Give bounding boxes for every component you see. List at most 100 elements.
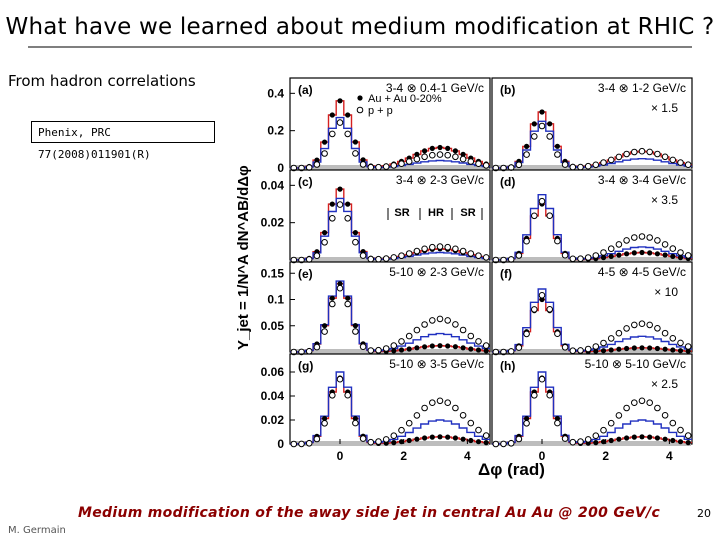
- pp-point: [382, 163, 390, 170]
- pp-point: [344, 300, 351, 308]
- auau-point: [547, 121, 553, 127]
- auau-point: [670, 437, 676, 444]
- pp-point: [569, 255, 577, 263]
- panel-label: 5-10 ⊗ 5-10 GeV/c: [585, 357, 686, 371]
- pp-point: [631, 234, 638, 241]
- auau-point: [337, 186, 343, 192]
- panel-b: (b) 3-4 ⊗ 1-2 GeV/c × 1.5: [491, 77, 693, 172]
- auau-point: [352, 230, 358, 236]
- pp-point: [321, 328, 328, 335]
- pp-point: [467, 158, 475, 165]
- auau-point: [468, 437, 474, 444]
- pp-point: [561, 251, 569, 259]
- pp-point: [615, 412, 623, 419]
- pp-point: [615, 329, 623, 337]
- pp-point: [313, 435, 321, 443]
- pp-point: [390, 162, 398, 169]
- panel-id: (g): [298, 359, 313, 373]
- auau-point: [422, 435, 428, 441]
- pp-point: [531, 306, 538, 313]
- page-number: 20: [697, 507, 711, 520]
- pp-point: [654, 324, 661, 332]
- pp-point: [592, 343, 600, 350]
- auau-point: [654, 345, 660, 352]
- pp-point: [475, 426, 482, 434]
- pp-point: [669, 156, 677, 164]
- pp-point: [482, 254, 490, 261]
- panel-id: (f): [500, 267, 512, 281]
- auau-point: [452, 148, 458, 154]
- pp-point: [515, 252, 523, 259]
- auau-point: [631, 345, 637, 351]
- pp-point: [375, 255, 382, 263]
- auau-point: [624, 345, 630, 352]
- correlation-figure: Y_jet = 1/N^A dN^AB/dΔφ (a) 3-4 ⊗ 0.4-1 G…: [235, 77, 693, 479]
- pp-histogram: [492, 194, 692, 261]
- pp-point: [344, 391, 351, 399]
- pp-point: [482, 342, 490, 349]
- pp-point: [538, 197, 546, 205]
- pp-point: [669, 245, 677, 252]
- pp-point: [661, 412, 669, 419]
- auau-point: [322, 139, 328, 145]
- pp-point: [615, 153, 623, 161]
- auau-point: [616, 346, 622, 352]
- pp-point: [359, 343, 367, 351]
- reference-box: Phenix, PRC 77(2008)011901(R): [31, 121, 215, 161]
- pp-point: [607, 156, 615, 164]
- pp-point: [515, 161, 523, 169]
- pp-point: [375, 163, 382, 171]
- pp-point: [684, 252, 692, 259]
- auau-point: [483, 440, 489, 446]
- pp-histogram: [492, 120, 692, 169]
- y-tick-label: 0.04: [261, 178, 285, 192]
- pp-point: [646, 148, 654, 156]
- pp-point: [305, 348, 313, 355]
- auau-point: [452, 435, 458, 441]
- x-tick-label: 0: [337, 449, 344, 463]
- pp-point: [436, 397, 444, 405]
- slide-caption: Medium modification of the away side jet…: [78, 505, 661, 521]
- pp-point: [684, 161, 692, 168]
- auau-point: [414, 436, 420, 442]
- pp-point: [436, 315, 444, 323]
- auau-point: [677, 255, 684, 261]
- pp-point: [436, 151, 444, 158]
- y-axis-label: Y_jet = 1/N^A dN^AB/dΔφ: [235, 165, 252, 350]
- region-label: HR: [428, 207, 444, 219]
- auau-point: [654, 435, 660, 441]
- auau-point: [360, 157, 366, 163]
- y-tick-label: 0.04: [261, 389, 285, 403]
- x-tick-label: 4: [464, 449, 471, 463]
- pp-point: [405, 419, 413, 427]
- auau-point: [345, 112, 351, 118]
- y-tick-label: 0.06: [261, 365, 285, 379]
- auau-histogram: [492, 111, 692, 169]
- pp-point: [367, 163, 375, 171]
- pp-point: [467, 332, 475, 340]
- x-tick-label: 2: [602, 449, 609, 463]
- pp-point: [600, 339, 607, 347]
- panel-label: 3-4 ⊗ 2-3 GeV/c: [396, 173, 484, 187]
- pp-histogram: [290, 280, 490, 353]
- pp-point: [429, 243, 436, 251]
- pp-point: [507, 440, 515, 447]
- pp-point: [600, 426, 607, 434]
- auau-point: [329, 112, 335, 118]
- pp-point: [459, 412, 467, 419]
- pp-point: [554, 330, 561, 338]
- pp-point: [584, 345, 592, 353]
- auau-point: [322, 323, 328, 329]
- auau-point: [670, 253, 676, 259]
- pp-point: [375, 346, 382, 354]
- pp-point: [569, 438, 577, 446]
- auau-histogram: [290, 377, 490, 445]
- auau-point: [685, 440, 691, 446]
- panel-label: 3-4 ⊗ 1-2 GeV/c: [598, 81, 686, 95]
- pp-point: [607, 245, 615, 252]
- pp-point: [654, 404, 661, 412]
- pp-point: [584, 162, 592, 170]
- auau-point: [670, 347, 676, 353]
- pp-point: [382, 345, 390, 352]
- pp-point: [515, 344, 523, 351]
